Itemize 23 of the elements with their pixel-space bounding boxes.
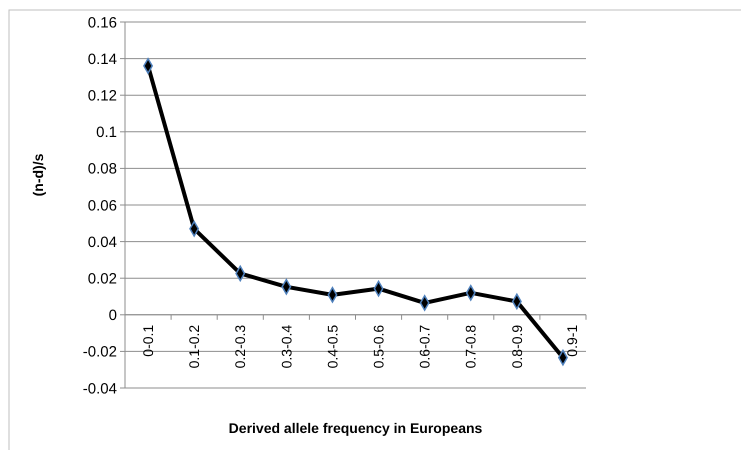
y-tick-label: 0.12 bbox=[88, 87, 117, 104]
x-tick-label: 0.5-0.6 bbox=[370, 324, 386, 368]
x-axis-title: Derived allele frequency in Europeans bbox=[228, 420, 483, 436]
y-axis-title: (n-d)/s bbox=[30, 153, 46, 196]
x-tick-label: 0.9-1 bbox=[564, 324, 580, 357]
y-tick-label: 0.08 bbox=[88, 160, 117, 178]
y-tick-label: 0.14 bbox=[88, 50, 117, 68]
x-tick-label: 0-0.1 bbox=[140, 324, 156, 357]
y-tick-label: 0.02 bbox=[88, 270, 117, 288]
x-tick-label: 0.7-0.8 bbox=[462, 324, 479, 368]
x-tick-label: 0.3-0.4 bbox=[278, 324, 294, 368]
y-tick-label: 0 bbox=[108, 307, 117, 324]
y-tick-label: 0.16 bbox=[88, 14, 117, 32]
y-tick-label: -0.02 bbox=[82, 344, 117, 361]
y-tick-label: 0.04 bbox=[88, 234, 117, 251]
x-tick-label: 0.1-0.2 bbox=[186, 324, 202, 368]
y-tick-label: -0.04 bbox=[82, 380, 117, 398]
x-tick-label: 0.8-0.9 bbox=[508, 324, 525, 368]
x-tick-label: 0.4-0.5 bbox=[324, 324, 340, 368]
y-tick-label: 0.06 bbox=[88, 197, 117, 214]
x-tick-label: 0.6-0.7 bbox=[416, 324, 433, 368]
x-tick-label: 0.2-0.3 bbox=[232, 324, 248, 368]
y-tick-label: 0.1 bbox=[96, 124, 117, 142]
